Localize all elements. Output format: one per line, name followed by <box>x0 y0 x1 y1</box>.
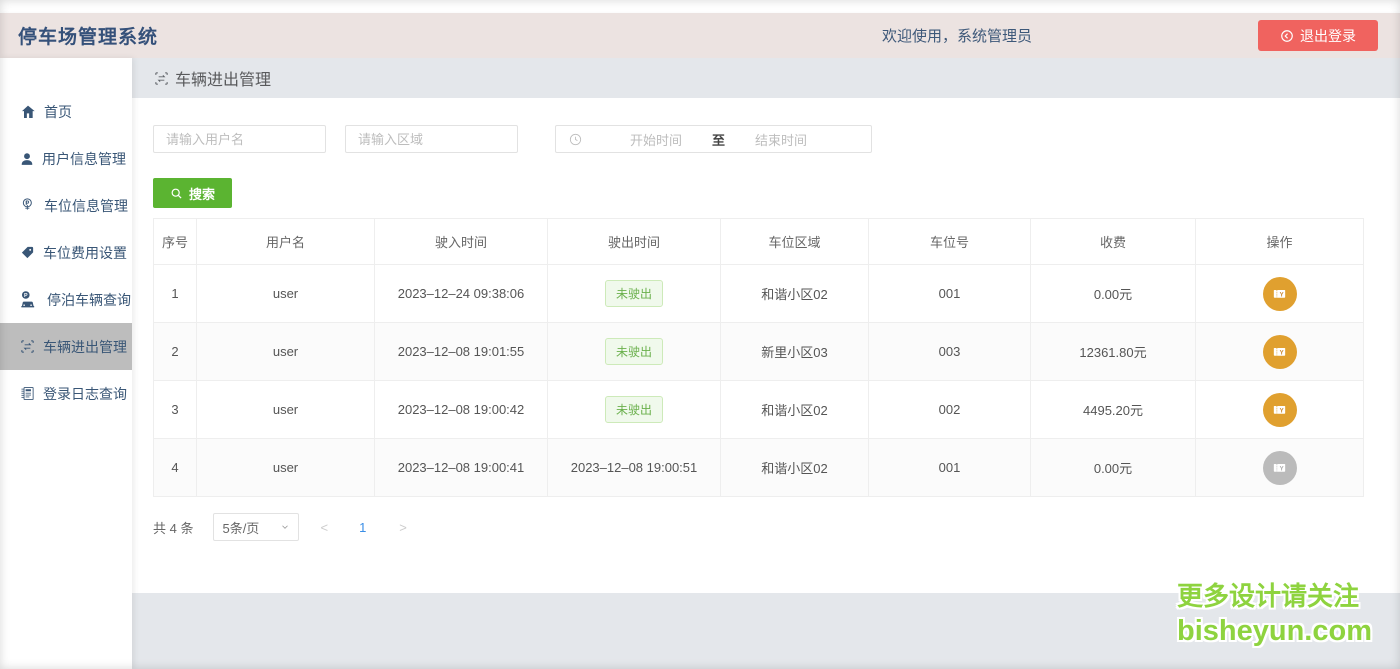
svg-text:Y: Y <box>1280 408 1284 414</box>
svg-text:Y: Y <box>1280 466 1284 472</box>
svg-text:Y: Y <box>1280 292 1284 298</box>
svg-text:P: P <box>24 293 28 299</box>
svg-text:Y: Y <box>1280 350 1284 356</box>
